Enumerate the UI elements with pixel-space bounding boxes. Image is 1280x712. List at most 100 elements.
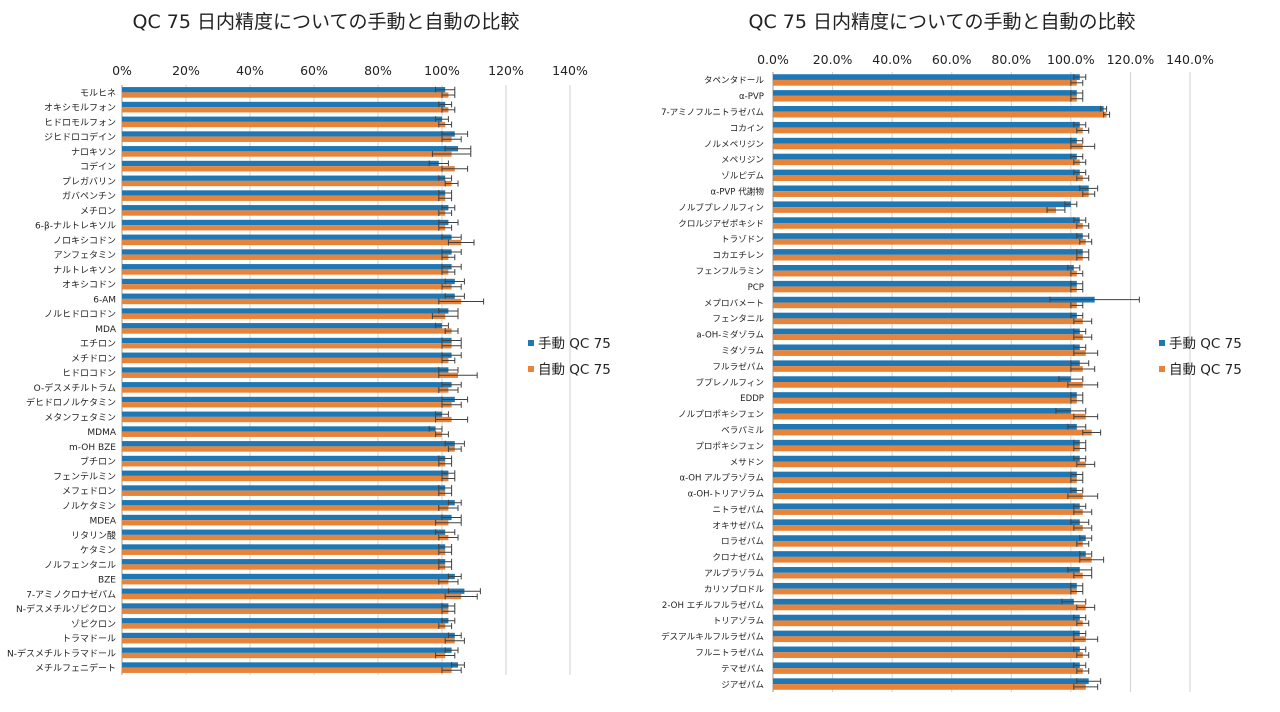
bar-manual: [773, 328, 1080, 335]
bar-auto: [773, 652, 1083, 658]
category-label: ノルプロポキシフェン: [678, 409, 764, 420]
bar-auto: [122, 239, 462, 246]
bar-manual: [122, 323, 442, 329]
bar-manual: [122, 426, 436, 432]
bar-auto: [773, 382, 1083, 388]
bar-manual: [122, 588, 465, 594]
bar-manual: [122, 647, 452, 653]
bar-manual: [773, 408, 1071, 414]
category-label: カリソプロドル: [704, 584, 765, 595]
bar-auto: [773, 525, 1083, 531]
x-tick-label: 0%: [112, 63, 132, 78]
x-tick-label: 40.0%: [872, 52, 912, 67]
bar-manual: [773, 423, 1077, 430]
category-label: オキサゼパム: [712, 519, 764, 531]
bar-manual: [122, 308, 449, 314]
bar-auto: [122, 549, 446, 555]
bar-auto: [773, 302, 1077, 309]
bar-manual: [773, 646, 1080, 653]
bar-manual: [773, 312, 1077, 319]
bar-manual: [122, 544, 446, 550]
chart-title: QC 75 日内精度についての手動と自動の比較: [133, 11, 520, 33]
category-label: クロナゼパム: [712, 551, 764, 563]
x-tick-label: 120.0%: [1107, 52, 1155, 67]
category-label: ゾルピデム: [721, 170, 764, 182]
bar-manual: [773, 106, 1104, 112]
bar-manual: [122, 146, 458, 152]
category-label: アルプラゾラム: [704, 568, 764, 579]
bar-auto: [122, 121, 446, 128]
bar-manual: [122, 603, 449, 609]
bar-manual: [773, 249, 1083, 255]
category-label: ガバペンチン: [62, 191, 116, 202]
bar-manual: [122, 219, 449, 226]
category-label: a-OH-ミダゾラム: [696, 329, 764, 341]
bar-manual: [773, 471, 1077, 478]
category-label: コカイン: [730, 123, 764, 134]
bar-manual: [122, 101, 446, 108]
category-label: ニトラゼパム: [712, 503, 764, 515]
category-label: フェンテルミン: [53, 471, 116, 482]
bar-auto: [773, 95, 1077, 102]
category-label: メチドロン: [71, 353, 116, 364]
bar-auto: [122, 136, 452, 142]
bar-manual: [122, 662, 458, 668]
bar-manual: [773, 630, 1080, 637]
category-label: モルヒネ: [80, 88, 116, 99]
bar-manual: [773, 90, 1077, 96]
category-label: メチルフェニデート: [35, 662, 116, 674]
x-tick-label: 100.0%: [1047, 52, 1095, 67]
bar-auto: [122, 343, 452, 349]
bar-manual: [773, 551, 1086, 557]
bar-manual: [122, 500, 455, 506]
bar-manual: [773, 535, 1086, 541]
x-tick-label: 80%: [364, 63, 392, 78]
category-label: ベラパミル: [721, 425, 764, 436]
category-label: プレガバリン: [62, 176, 116, 187]
chart-left: QC 75 日内精度についての手動と自動の比較 0% 20% 40% 60% 80% 100…: [7, 11, 611, 675]
bar-manual: [773, 121, 1080, 128]
bar-manual: [122, 131, 455, 137]
category-label: m-OH BZE: [69, 443, 116, 453]
bar-manual: [773, 296, 1095, 303]
category-label: EDDP: [740, 394, 764, 404]
bar-auto: [773, 143, 1083, 150]
category-label: ノルメペリジン: [704, 140, 764, 150]
category-label: フルニトラゼパム: [695, 647, 764, 659]
category-label: オキシモルフォン: [44, 103, 116, 114]
bar-manual: [773, 74, 1080, 80]
bar-manual: [773, 264, 1074, 271]
category-label: メサドン: [730, 457, 764, 468]
bar-auto: [122, 490, 446, 496]
bar-auto: [773, 191, 1089, 197]
bar-manual: [773, 678, 1089, 685]
category-label: フェンフルラミン: [696, 266, 765, 277]
bar-auto: [122, 520, 449, 526]
bar-manual: [122, 160, 439, 167]
category-label: トリアゾラム: [713, 616, 765, 627]
bar-auto: [122, 505, 449, 511]
bar-manual: [773, 153, 1077, 160]
bar-auto: [122, 254, 449, 260]
bar-manual: [773, 582, 1077, 589]
bar-auto: [122, 402, 452, 408]
bar-auto: [122, 475, 449, 482]
bar-manual: [122, 87, 446, 93]
category-label: MDEA: [89, 517, 116, 527]
bar-auto: [773, 572, 1083, 579]
bar-auto: [122, 298, 462, 305]
bar-auto: [773, 445, 1080, 452]
chart-title: QC 75 日内精度についての手動と自動の比較: [749, 11, 1136, 33]
bar-auto: [122, 210, 446, 216]
category-label: ブチロン: [80, 456, 116, 468]
legend-swatch: [1159, 340, 1165, 346]
category-label: MDA: [95, 325, 117, 335]
bar-manual: [122, 293, 455, 299]
bar-manual: [122, 205, 449, 211]
bar-manual: [773, 487, 1077, 494]
category-label: ブプレノルフィン: [695, 376, 764, 388]
category-label: トラマドール: [62, 634, 116, 645]
bar-manual: [122, 367, 449, 373]
category-label: テマゼパム: [721, 662, 764, 674]
bar-auto: [773, 334, 1083, 341]
